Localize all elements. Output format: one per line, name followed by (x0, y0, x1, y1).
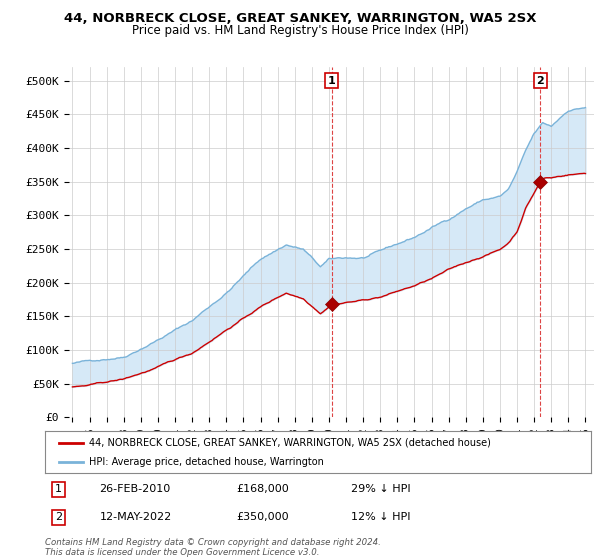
Text: 2: 2 (55, 512, 62, 522)
Text: 44, NORBRECK CLOSE, GREAT SANKEY, WARRINGTON, WA5 2SX (detached house): 44, NORBRECK CLOSE, GREAT SANKEY, WARRIN… (89, 437, 491, 447)
Text: 26-FEB-2010: 26-FEB-2010 (100, 484, 171, 494)
Text: HPI: Average price, detached house, Warrington: HPI: Average price, detached house, Warr… (89, 457, 323, 467)
Text: Contains HM Land Registry data © Crown copyright and database right 2024.
This d: Contains HM Land Registry data © Crown c… (45, 538, 381, 557)
Text: 2: 2 (536, 76, 544, 86)
Text: 44, NORBRECK CLOSE, GREAT SANKEY, WARRINGTON, WA5 2SX: 44, NORBRECK CLOSE, GREAT SANKEY, WARRIN… (64, 12, 536, 25)
Text: £168,000: £168,000 (236, 484, 289, 494)
Text: Price paid vs. HM Land Registry's House Price Index (HPI): Price paid vs. HM Land Registry's House … (131, 24, 469, 36)
Text: 1: 1 (55, 484, 62, 494)
Text: £350,000: £350,000 (236, 512, 289, 522)
Text: 29% ↓ HPI: 29% ↓ HPI (351, 484, 410, 494)
Text: 12-MAY-2022: 12-MAY-2022 (100, 512, 172, 522)
Text: 12% ↓ HPI: 12% ↓ HPI (351, 512, 410, 522)
Text: 1: 1 (328, 76, 335, 86)
